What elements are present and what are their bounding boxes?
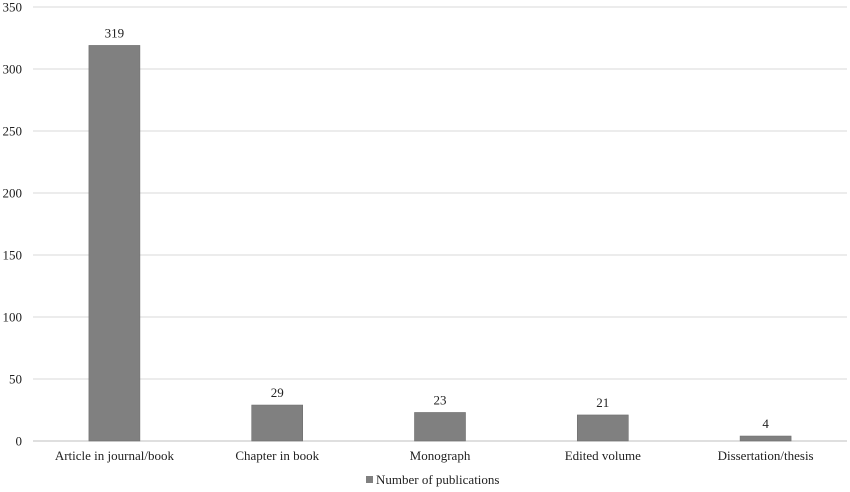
y-tick-label: 150 bbox=[3, 248, 23, 263]
gridlines bbox=[33, 6, 847, 442]
bar bbox=[576, 414, 629, 442]
bar-value-label: 319 bbox=[105, 25, 125, 40]
y-tick-label: 0 bbox=[16, 434, 23, 449]
y-tick-label: 50 bbox=[9, 372, 22, 387]
bar-value-label: 23 bbox=[434, 392, 447, 407]
bars bbox=[88, 45, 792, 442]
bar-value-label: 29 bbox=[271, 385, 284, 400]
y-axis-tick-labels: 0 50 100 150 200 250 300 350 bbox=[3, 0, 23, 449]
bar bbox=[251, 404, 303, 442]
bar bbox=[414, 412, 466, 442]
y-tick-label: 350 bbox=[3, 0, 23, 15]
bar-value-label: 4 bbox=[762, 416, 769, 431]
y-tick-label: 100 bbox=[3, 310, 23, 325]
legend-label: Number of publications bbox=[376, 472, 499, 487]
data-labels: 319 29 23 21 4 bbox=[105, 25, 770, 431]
bar-value-label: 21 bbox=[596, 395, 609, 410]
y-tick-label: 250 bbox=[3, 124, 23, 139]
x-category-label: Monograph bbox=[410, 448, 471, 463]
x-category-label: Dissertation/thesis bbox=[718, 448, 814, 463]
legend: Number of publications bbox=[366, 472, 499, 487]
bar bbox=[88, 45, 141, 442]
y-tick-label: 300 bbox=[3, 62, 23, 77]
x-category-label: Article in journal/book bbox=[55, 448, 175, 463]
x-category-label: Chapter in book bbox=[235, 448, 319, 463]
x-category-label: Edited volume bbox=[565, 448, 641, 463]
x-axis-category-labels: Article in journal/book Chapter in book Mo… bbox=[55, 448, 814, 463]
bar bbox=[739, 435, 792, 442]
legend-swatch bbox=[366, 476, 373, 483]
y-tick-label: 200 bbox=[3, 186, 23, 201]
